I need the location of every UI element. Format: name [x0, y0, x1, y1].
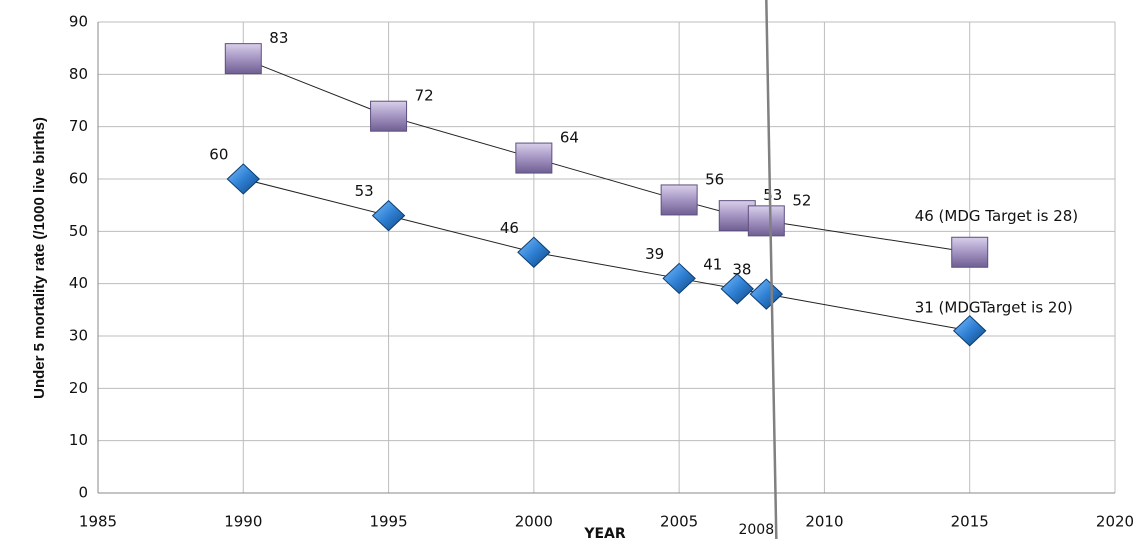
y-tick-label: 50 [69, 222, 88, 240]
data-label: 46 (MDG Target is 28) [915, 207, 1078, 225]
data-label: 52 [792, 191, 811, 209]
data-label: 83 [269, 29, 288, 47]
x-tick-label: 2020 [1096, 513, 1134, 531]
trend-line [243, 58, 970, 253]
data-label: 38 [732, 261, 751, 279]
y-tick-label: 60 [69, 170, 88, 188]
diamond-marker [517, 236, 551, 268]
x-tick-label: 1985 [79, 513, 117, 531]
data-label: 56 [705, 170, 724, 188]
diamond-marker [749, 278, 784, 310]
data-label: 46 [500, 219, 519, 237]
diamond-marker [371, 199, 406, 232]
x-tick-label: 2010 [805, 513, 843, 531]
y-tick-label: 90 [69, 13, 88, 31]
diamond-marker [952, 315, 987, 347]
x-tick-label: 2015 [951, 513, 989, 531]
y-tick-label: 10 [69, 431, 88, 449]
x-tick-label: 1995 [369, 513, 407, 531]
y-axis-label: Under 5 mortality rate (/1000 live birth… [31, 117, 48, 399]
y-tick-label: 40 [69, 274, 88, 292]
trend-line [243, 178, 970, 332]
x-tick-label: 2000 [515, 513, 553, 531]
x-tick-label: 2005 [660, 513, 698, 531]
y-tick-label: 30 [69, 327, 88, 345]
x-tick-label: 1990 [224, 513, 262, 531]
y-tick-label: 0 [78, 484, 88, 502]
square-marker [224, 43, 262, 75]
data-label: 41 [703, 255, 722, 273]
data-label: 39 [645, 245, 664, 263]
data-label: 53 [763, 186, 782, 204]
data-label: 53 [355, 182, 374, 200]
y-tick-label: 70 [69, 117, 88, 135]
square-marker [370, 100, 408, 132]
data-label: 64 [560, 129, 579, 147]
y-tick-label: 80 [69, 65, 88, 83]
data-label: 60 [209, 146, 228, 164]
y-tick-label: 20 [69, 379, 88, 397]
data-label: 31 (MDGTarget is 20) [915, 298, 1073, 316]
square-marker [515, 142, 553, 174]
marker-line-label: 2008 [738, 522, 774, 538]
square-marker [660, 184, 698, 216]
diamond-marker [720, 273, 754, 305]
marker-line [765, 0, 778, 539]
x-axis-label: YEAR [583, 526, 626, 539]
diamond-marker [662, 262, 696, 295]
data-label: 72 [415, 87, 434, 105]
diamond-marker [226, 163, 261, 195]
square-marker [951, 236, 989, 268]
square-marker [747, 205, 785, 237]
